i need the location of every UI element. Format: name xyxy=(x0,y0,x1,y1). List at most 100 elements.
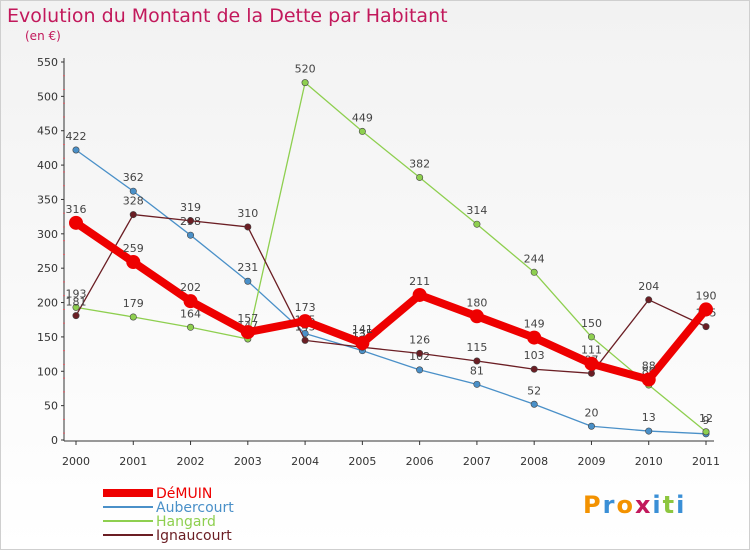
data-label: 126 xyxy=(409,333,430,346)
data-label: 259 xyxy=(123,242,144,255)
series-line xyxy=(73,219,710,384)
data-point xyxy=(69,215,83,230)
data-label: 9 xyxy=(703,414,710,427)
data-point xyxy=(301,79,309,87)
data-point xyxy=(416,173,424,181)
data-point xyxy=(240,325,255,340)
data-label: 193 xyxy=(66,287,87,300)
x-tick-label: 2005 xyxy=(348,455,376,468)
data-point xyxy=(527,330,542,345)
chart-title: Evolution du Montant de la Dette par Hab… xyxy=(7,5,448,27)
chart-unit: (en €) xyxy=(25,29,61,43)
data-label: 422 xyxy=(66,130,87,143)
data-label: 81 xyxy=(470,364,484,377)
x-tick-label: 2011 xyxy=(692,455,720,468)
data-point xyxy=(183,294,198,309)
y-tick-label: 250 xyxy=(37,262,58,275)
x-tick-label: 2007 xyxy=(463,455,491,468)
data-point xyxy=(72,303,80,311)
data-point xyxy=(473,357,481,365)
data-point xyxy=(358,127,366,135)
y-tick-label: 50 xyxy=(44,400,58,413)
series-line xyxy=(75,81,707,433)
brand-logo: Proxiti xyxy=(583,491,687,519)
legend-item-ignaucourt: Ignaucourt xyxy=(103,528,232,544)
series-line xyxy=(75,149,707,435)
data-label: 150 xyxy=(581,317,602,330)
data-label: 111 xyxy=(581,344,602,357)
y-tick-label: 200 xyxy=(37,297,58,310)
data-label: 141 xyxy=(352,323,373,336)
data-label: 202 xyxy=(180,281,201,294)
data-point xyxy=(416,349,424,357)
legend-item-aubercourt: Aubercourt xyxy=(103,500,234,516)
data-point xyxy=(187,231,195,239)
legend-label: Hangard xyxy=(156,514,216,530)
data-point xyxy=(416,366,424,374)
data-label: 520 xyxy=(295,63,316,76)
data-point xyxy=(641,372,656,387)
data-point xyxy=(473,380,481,388)
data-point xyxy=(587,333,595,341)
data-label: 316 xyxy=(66,203,87,216)
y-tick-label: 450 xyxy=(37,125,58,138)
data-point xyxy=(412,287,427,302)
data-label: 88 xyxy=(642,360,656,373)
legend-label: Aubercourt xyxy=(156,500,234,516)
x-tick-label: 2008 xyxy=(520,455,548,468)
data-label: 362 xyxy=(123,171,144,184)
data-label: 103 xyxy=(524,349,545,362)
x-tick-label: 2001 xyxy=(119,455,147,468)
data-label: 149 xyxy=(524,318,545,331)
data-point xyxy=(244,277,252,285)
data-label: 328 xyxy=(123,195,144,208)
legend-item-hangard: Hangard xyxy=(103,514,216,530)
series-hangard: 1931791641475204493823142441508012 xyxy=(66,63,713,436)
data-point xyxy=(702,428,710,436)
series-démuin: 316 259 202 157 173 141 211 180 149 111 88 190 xyxy=(66,203,717,387)
data-point xyxy=(129,187,137,195)
y-tick-label: 550 xyxy=(37,56,58,69)
y-tick-label: 150 xyxy=(37,331,58,344)
data-point xyxy=(129,211,137,219)
data-point xyxy=(702,323,710,331)
data-point xyxy=(355,336,370,351)
data-label: 52 xyxy=(527,384,541,397)
data-point xyxy=(584,356,599,371)
x-tick-label: 2006 xyxy=(406,455,434,468)
x-tick-label: 2003 xyxy=(234,455,262,468)
data-label: 382 xyxy=(409,157,430,170)
data-point xyxy=(187,217,195,225)
data-point xyxy=(72,312,80,320)
data-label: 157 xyxy=(237,312,258,325)
y-tick-label: 0 xyxy=(51,434,58,447)
data-point xyxy=(530,268,538,276)
data-label: 204 xyxy=(638,280,659,293)
data-label: 115 xyxy=(466,341,487,354)
x-tick-label: 2004 xyxy=(291,455,319,468)
data-point xyxy=(72,146,80,154)
data-point xyxy=(473,220,481,228)
data-label: 319 xyxy=(180,201,201,214)
data-label: 449 xyxy=(352,111,373,124)
data-label: 310 xyxy=(237,207,258,220)
legend-label: DéMUIN xyxy=(156,486,212,502)
data-point xyxy=(530,365,538,373)
y-tick-label: 100 xyxy=(37,365,58,378)
data-point xyxy=(699,302,713,317)
x-tick-label: 2009 xyxy=(577,455,605,468)
data-point xyxy=(301,336,309,344)
data-point xyxy=(129,313,137,321)
data-label: 179 xyxy=(123,297,144,310)
x-tick-label: 2000 xyxy=(62,455,90,468)
data-label: 13 xyxy=(642,411,656,424)
data-label: 180 xyxy=(466,296,487,309)
data-label: 314 xyxy=(466,204,487,217)
y-tick-label: 500 xyxy=(37,90,58,103)
series-line xyxy=(75,213,707,374)
data-label: 173 xyxy=(295,301,316,314)
data-label: 190 xyxy=(696,289,717,302)
data-point xyxy=(126,254,141,269)
data-label: 181 xyxy=(66,296,87,309)
data-point xyxy=(645,427,653,435)
